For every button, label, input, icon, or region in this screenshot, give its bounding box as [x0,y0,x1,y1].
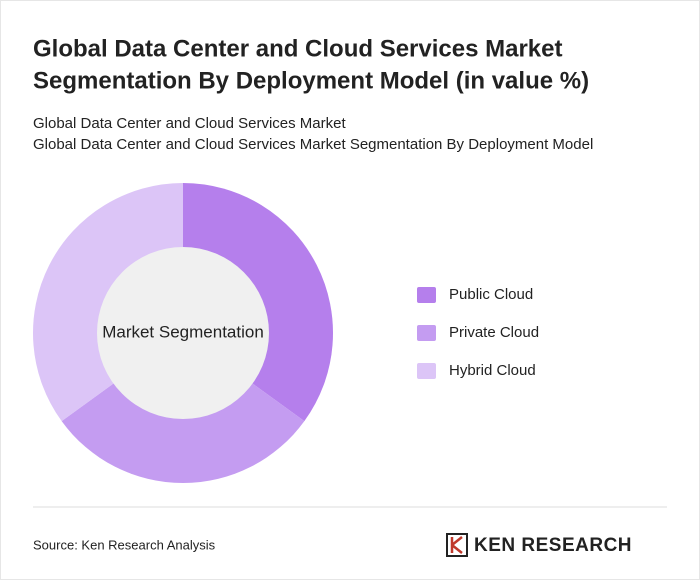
chart-title: Global Data Center and Cloud Services Ma… [33,35,563,62]
legend-label: Hybrid Cloud [449,362,536,379]
donut-hole [97,247,269,419]
logo-icon [446,533,468,557]
legend-label: Private Cloud [449,324,539,341]
legend-swatch [417,287,436,303]
center-label: Market Segmentation [102,322,264,341]
source: Source: Ken Research Analysis [33,537,216,552]
chart-title: Segmentation By Deployment Model (in val… [33,67,589,94]
logo-text: KEN RESEARCH [474,535,632,556]
subtitle: Global Data Center and Cloud Services Ma… [33,115,346,132]
logo: KEN RESEARCH [446,533,632,557]
legend-swatch [417,325,436,341]
subtitle: Global Data Center and Cloud Services Ma… [33,136,593,153]
legend-swatch [417,363,436,379]
logo-icon [450,536,463,554]
legend-label: Public Cloud [449,286,533,303]
